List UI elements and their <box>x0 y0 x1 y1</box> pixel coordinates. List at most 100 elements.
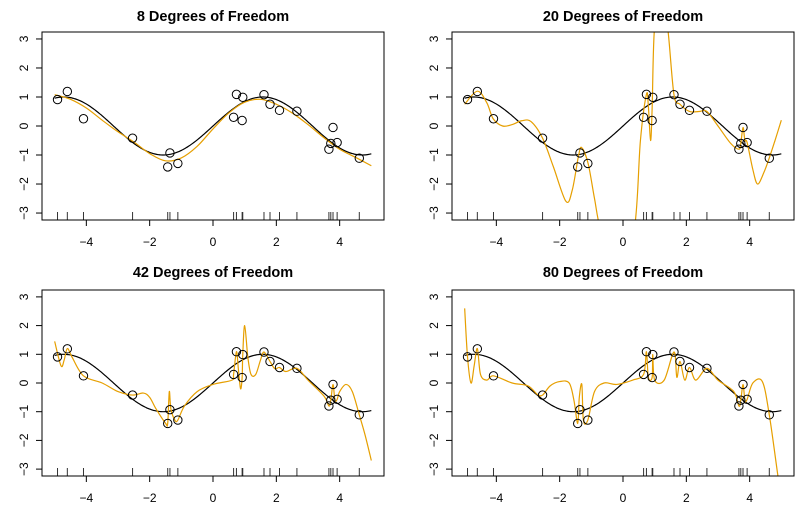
data-point <box>638 112 649 122</box>
data-point <box>669 89 679 100</box>
x-tick-label: 2 <box>273 491 280 505</box>
data-point <box>78 371 89 381</box>
data-point <box>127 390 138 400</box>
data-point <box>736 138 746 149</box>
data-point <box>738 379 748 390</box>
data-point <box>165 404 175 415</box>
true-function-line <box>54 353 372 413</box>
data-point <box>648 349 658 360</box>
y-tick-label: 0 <box>17 122 31 129</box>
data-point <box>573 162 583 172</box>
data-point <box>165 148 175 158</box>
data-point <box>52 94 63 105</box>
data-point <box>647 115 657 126</box>
data-point <box>734 144 744 154</box>
data-point <box>488 114 499 124</box>
data-point <box>702 363 712 374</box>
data-point <box>62 344 73 354</box>
data-point <box>537 390 548 400</box>
x-tick-label: −4 <box>79 235 93 249</box>
plot-frame <box>41 31 385 221</box>
x-tick-label: −2 <box>553 491 567 505</box>
spline-fit-line <box>54 324 372 461</box>
y-tick-label: 3 <box>17 293 31 300</box>
spline-fit-line <box>464 32 782 220</box>
data-point <box>472 86 483 97</box>
x-tick-label: 0 <box>620 235 627 249</box>
data-point <box>259 89 269 100</box>
plot-frame <box>451 289 795 477</box>
x-tick-label: −4 <box>489 235 503 249</box>
data-point <box>641 347 652 357</box>
true-function-line <box>464 96 782 156</box>
data-point <box>738 122 748 133</box>
data-point <box>736 395 746 405</box>
x-tick-label: −4 <box>489 491 503 505</box>
data-point <box>52 352 63 362</box>
data-point <box>332 394 342 405</box>
data-point <box>462 94 473 105</box>
y-tick-label: −3 <box>17 462 31 476</box>
data-point <box>328 122 338 133</box>
x-tick-label: 2 <box>683 491 690 505</box>
data-point <box>173 415 183 425</box>
panel-1: 8 Degrees of Freedom −3 −2 −1 0 1 2 3 −4 −2 0 2 4 <box>17 9 385 249</box>
data-point <box>324 401 334 411</box>
y-tick-label: −2 <box>427 433 441 447</box>
panel-4: 80 Degrees of Freedom −3 −2 −1 0 1 2 3 −4 −2 0 2 4 <box>427 265 795 505</box>
y-tick-label: −1 <box>427 148 441 162</box>
y-tick-label: −2 <box>17 433 31 447</box>
data-point <box>647 372 657 383</box>
data-point <box>231 89 242 100</box>
chart-title: 20 Degrees of Freedom <box>543 9 703 25</box>
data-point <box>462 352 473 362</box>
data-point <box>742 137 752 148</box>
y-tick-label: 0 <box>17 379 31 386</box>
data-point <box>265 356 275 367</box>
data-point <box>742 394 752 405</box>
true-function-line <box>54 96 372 156</box>
y-tick-label: 1 <box>17 351 31 358</box>
data-point <box>575 148 585 158</box>
x-tick-label: 0 <box>210 235 217 249</box>
data-point <box>292 106 302 116</box>
data-point <box>163 418 173 429</box>
y-tick-label: 0 <box>427 379 441 386</box>
data-point <box>292 363 302 374</box>
y-tick-label: −1 <box>17 405 31 419</box>
x-tick-label: −2 <box>143 491 157 505</box>
plot-frame <box>41 289 385 477</box>
y-tick-label: −2 <box>17 177 31 191</box>
y-tick-label: 2 <box>427 322 441 329</box>
data-point <box>332 137 342 148</box>
y-tick-label: 2 <box>427 64 441 71</box>
x-tick-label: 2 <box>273 235 280 249</box>
data-point <box>173 158 183 169</box>
data-point <box>734 401 744 411</box>
data-point <box>62 86 73 97</box>
x-tick-label: −4 <box>79 491 93 505</box>
data-point <box>702 106 712 116</box>
data-point <box>537 133 548 143</box>
panel-2: 20 Degrees of Freedom −3 −2 −1 0 1 2 3 −4 −2 0 2 4 <box>427 9 795 249</box>
x-tick-label: 4 <box>746 235 753 249</box>
data-point <box>675 99 685 109</box>
y-tick-label: −2 <box>427 177 441 191</box>
y-tick-label: 2 <box>17 64 31 71</box>
x-tick-label: 2 <box>683 235 690 249</box>
data-point <box>265 99 275 109</box>
data-point <box>354 410 364 420</box>
data-point <box>684 105 695 116</box>
spline-fit-line <box>464 308 779 476</box>
plot-frame <box>451 31 795 221</box>
chart-title: 42 Degrees of Freedom <box>133 265 293 281</box>
x-tick-label: 0 <box>620 491 627 505</box>
data-point <box>274 362 285 373</box>
y-tick-label: 3 <box>427 35 441 42</box>
data-point <box>354 153 364 163</box>
data-point <box>472 344 483 354</box>
data-point <box>764 153 774 163</box>
y-tick-label: 2 <box>17 322 31 329</box>
y-tick-label: −3 <box>427 206 441 220</box>
